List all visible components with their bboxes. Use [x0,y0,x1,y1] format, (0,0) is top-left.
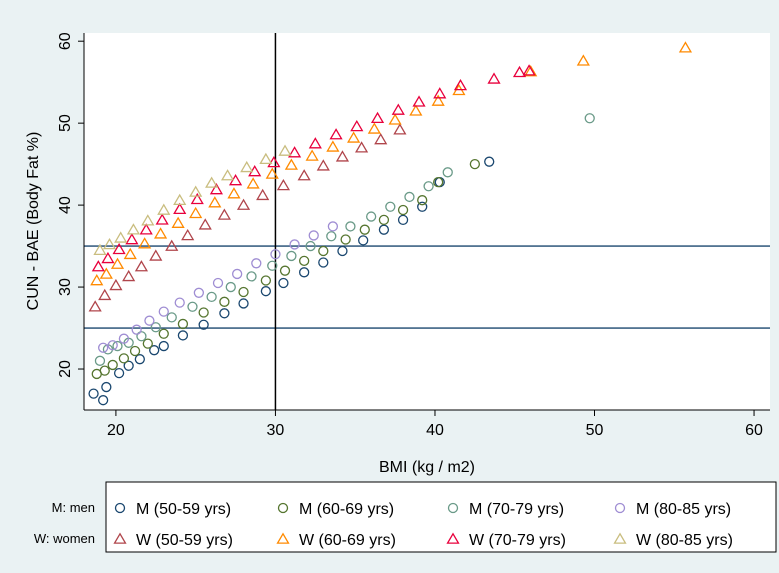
legend-label: W (50-59 yrs) [136,532,233,549]
y-axis-title: CUN - BAE (Body Fat %) [25,132,42,311]
legend: M: men W: women M (50-59 yrs) M (60-69 yrs)… [34,482,776,552]
legend-label: M (50-59 yrs) [136,501,231,518]
y-tick-label: 20 [57,360,74,378]
legend-label: M (80-85 yrs) [636,501,731,518]
legend-group-label-men: M: men [52,500,95,515]
y-tick-label: 30 [57,278,74,296]
y-tick-label: 40 [57,196,74,214]
legend-label: W (80-85 yrs) [636,532,733,549]
x-tick-label: 30 [267,422,285,439]
legend-group-label-women: W: women [34,531,95,546]
x-tick-label: 50 [586,422,604,439]
plot-area [84,33,770,410]
x-tick-label: 40 [426,422,444,439]
y-tick-label: 50 [57,114,74,132]
x-axis-title: BMI (kg / m2) [379,459,475,476]
legend-label: M (70-79 yrs) [469,501,564,518]
y-tick-label: 60 [57,32,74,50]
legend-label: M (60-69 yrs) [299,501,394,518]
legend-label: W (60-69 yrs) [299,532,396,549]
legend-label: W (70-79 yrs) [469,532,566,549]
x-tick-label: 60 [745,422,763,439]
x-tick-label: 20 [107,422,125,439]
